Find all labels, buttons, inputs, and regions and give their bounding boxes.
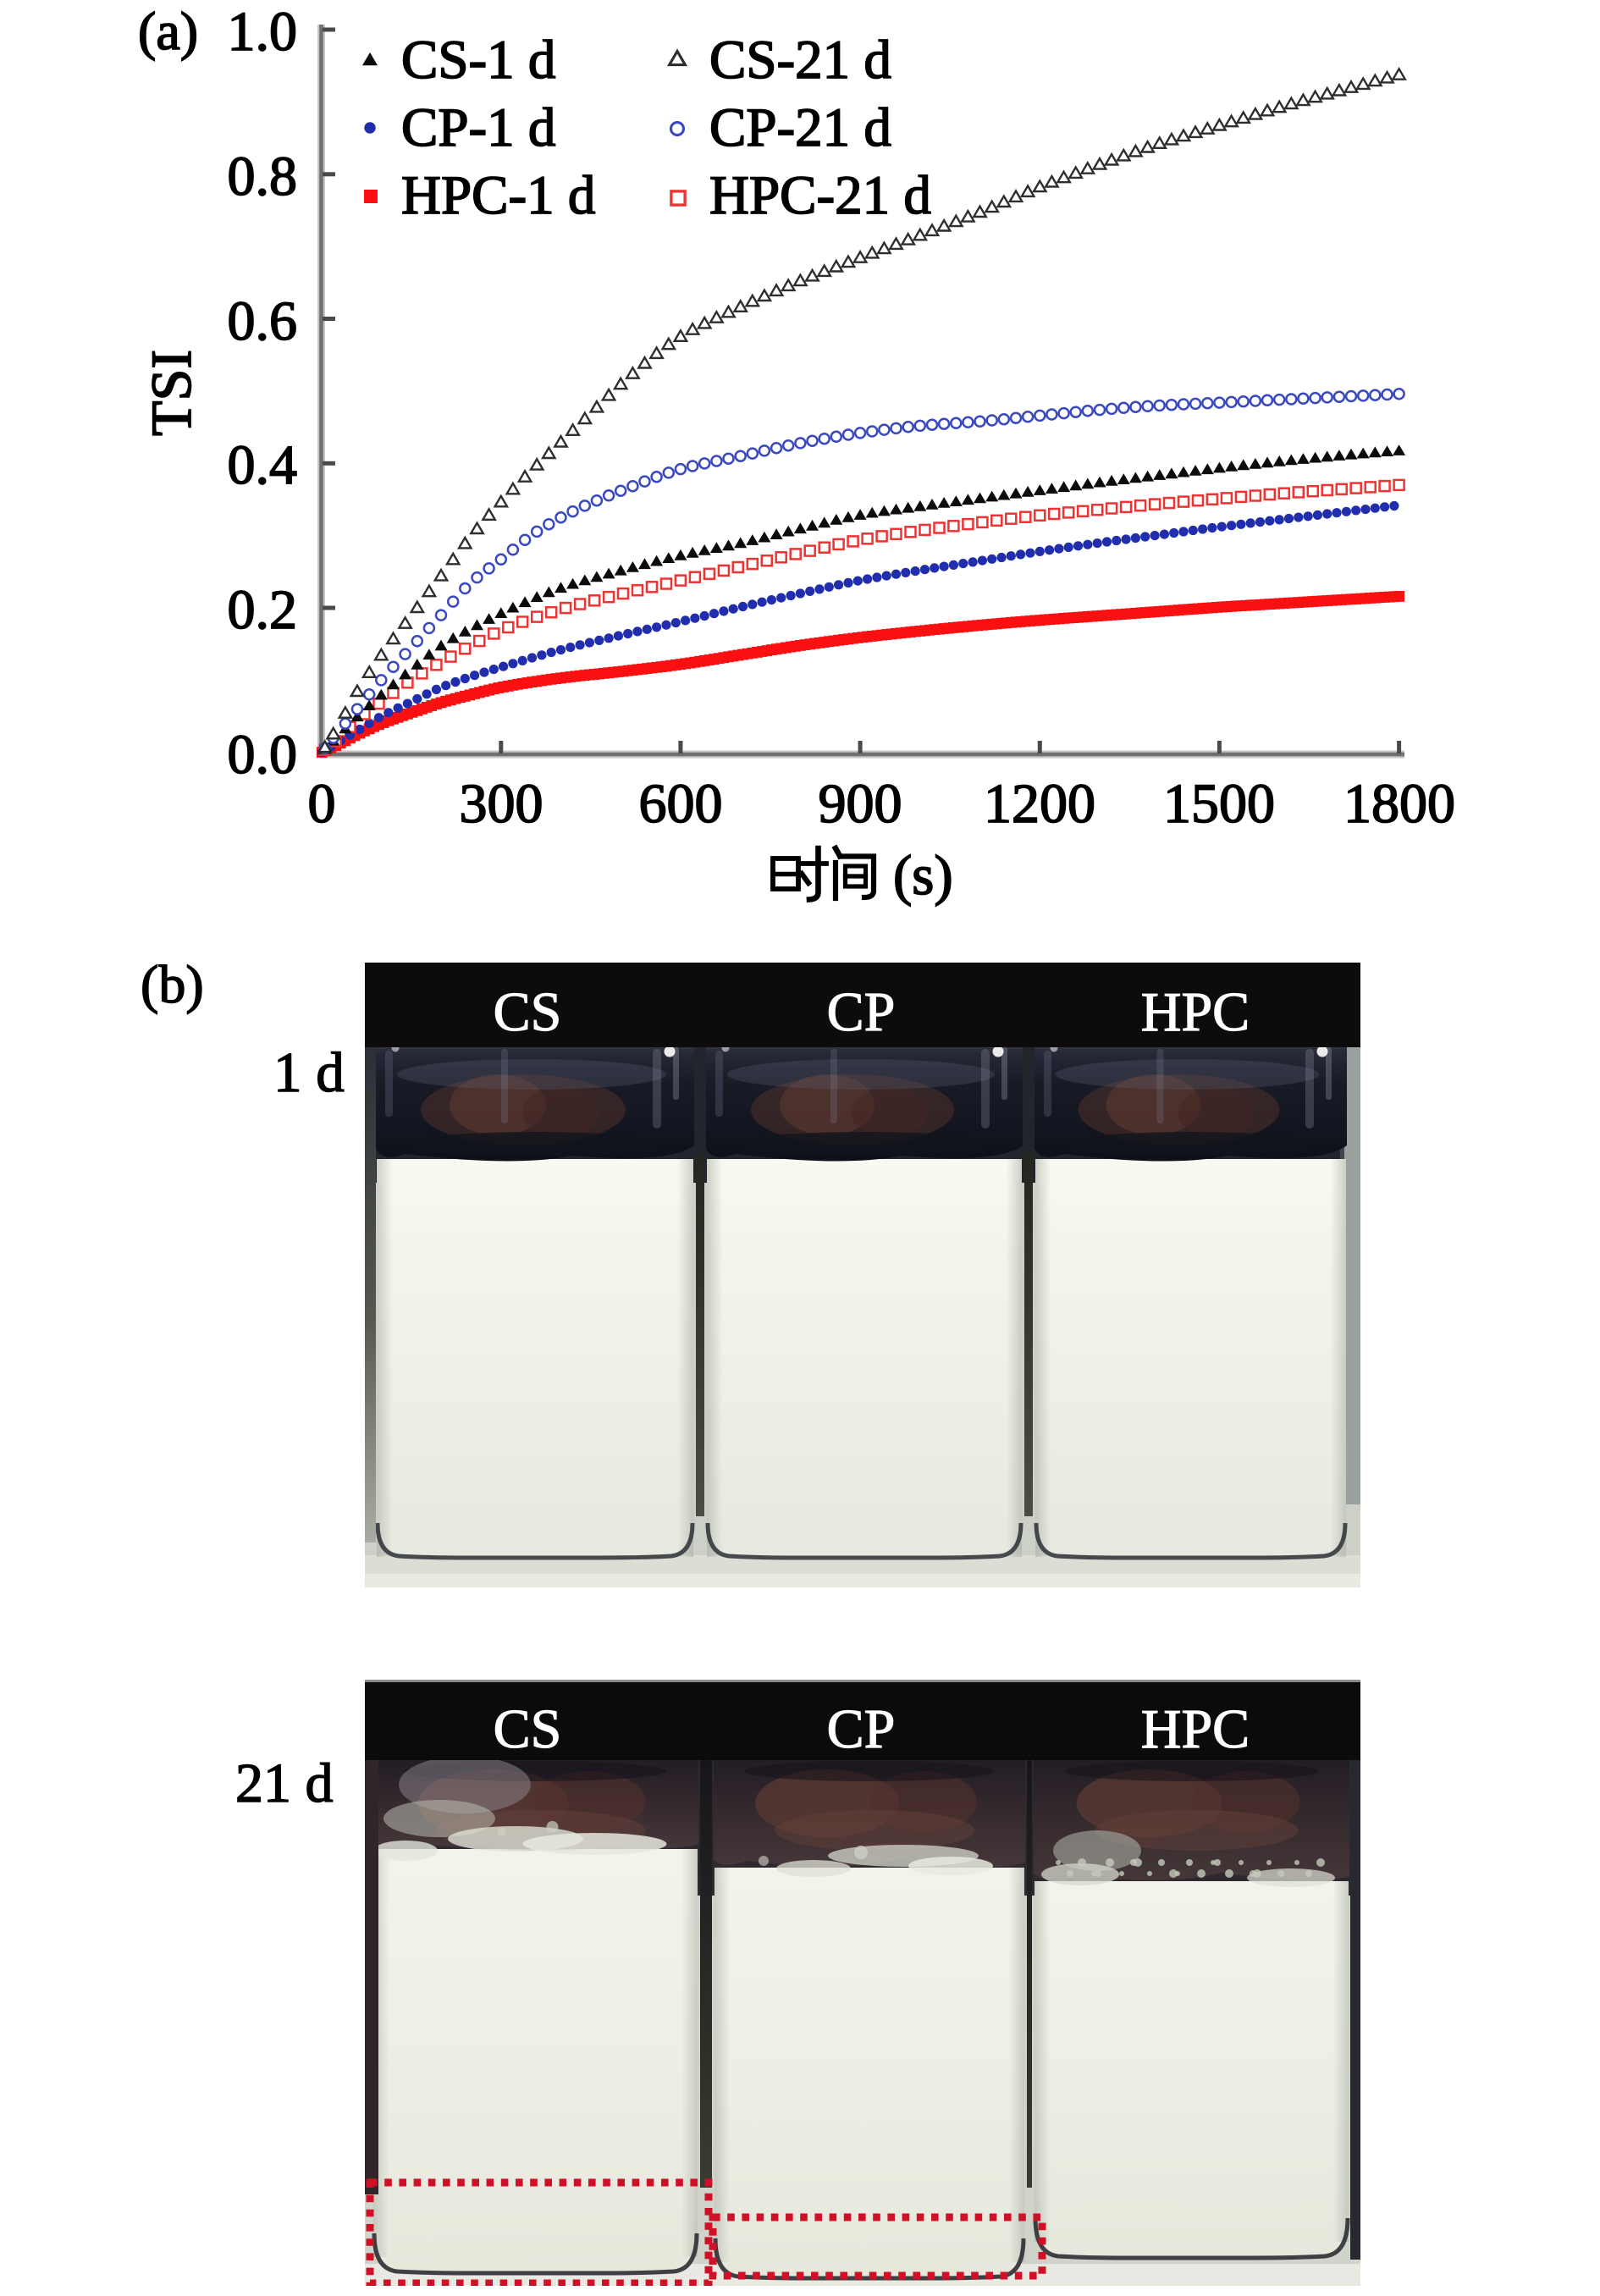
svg-text:CS: CS bbox=[494, 1698, 562, 1760]
svg-text:0.4: 0.4 bbox=[228, 434, 298, 496]
svg-text:CS-1 d: CS-1 d bbox=[401, 30, 555, 91]
svg-text:TSI: TSI bbox=[139, 350, 203, 436]
svg-text:1500: 1500 bbox=[1163, 773, 1275, 835]
svg-text:(a): (a) bbox=[138, 1, 198, 61]
svg-text:HPC-1 d: HPC-1 d bbox=[401, 165, 595, 226]
svg-text:HPC: HPC bbox=[1141, 1698, 1250, 1760]
svg-text:0.8: 0.8 bbox=[228, 146, 298, 207]
svg-text:300: 300 bbox=[460, 773, 543, 835]
svg-text:900: 900 bbox=[819, 773, 902, 835]
svg-text:CP-21 d: CP-21 d bbox=[709, 97, 891, 158]
svg-text:(s): (s) bbox=[893, 844, 953, 907]
svg-text:0.6: 0.6 bbox=[228, 290, 298, 352]
svg-text:CP: CP bbox=[827, 1698, 896, 1760]
svg-text:0.0: 0.0 bbox=[228, 724, 298, 786]
svg-text:1200: 1200 bbox=[984, 773, 1095, 835]
svg-text:CP-1 d: CP-1 d bbox=[401, 97, 555, 158]
svg-text:600: 600 bbox=[639, 773, 723, 835]
svg-text:HPC-21 d: HPC-21 d bbox=[709, 165, 931, 226]
svg-text:CP: CP bbox=[827, 981, 896, 1043]
svg-text:1.0: 1.0 bbox=[228, 1, 298, 63]
svg-text:0.2: 0.2 bbox=[228, 579, 298, 641]
svg-text:CS-21 d: CS-21 d bbox=[709, 30, 891, 91]
svg-text:HPC: HPC bbox=[1141, 981, 1250, 1043]
svg-text:0: 0 bbox=[308, 773, 336, 835]
svg-text:1800: 1800 bbox=[1343, 773, 1455, 835]
svg-text:CS: CS bbox=[494, 981, 562, 1043]
